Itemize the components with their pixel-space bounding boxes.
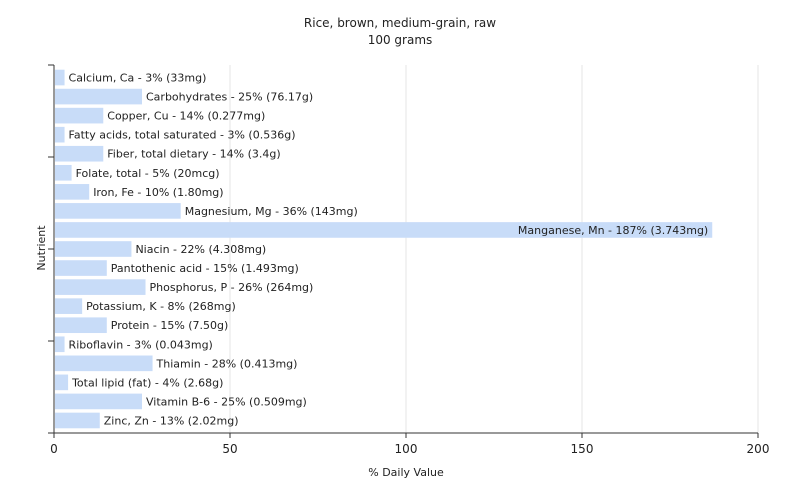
bar [55, 298, 83, 314]
bar-label: Potassium, K - 8% (268mg) [86, 300, 236, 313]
bar-label: Phosphorus, P - 26% (264mg) [150, 281, 314, 294]
bar [55, 184, 90, 200]
x-tick-label: 200 [747, 442, 770, 456]
bar-label: Thiamin - 28% (0.413mg) [156, 357, 298, 370]
bar [55, 336, 65, 353]
bar-label: Protein - 15% (7.50g) [111, 319, 229, 332]
bar [55, 222, 713, 238]
x-axis-label: % Daily Value [368, 466, 444, 479]
x-ticks: 0 50 100 150 200 [50, 433, 769, 456]
bar-label: Pantothenic acid - 15% (1.493mg) [111, 262, 299, 275]
bar [55, 412, 100, 429]
bar-label: Total lipid (fat) - 4% (2.68g) [71, 376, 223, 389]
bar-label: Calcium, Ca - 3% (33mg) [69, 72, 207, 85]
bar [55, 164, 72, 181]
chart-title: Rice, brown, medium-grain, raw [304, 16, 496, 30]
bar [55, 374, 69, 391]
bar-label: Riboflavin - 3% (0.043mg) [69, 338, 213, 351]
bar [55, 355, 153, 372]
bar [55, 393, 142, 410]
bar-label: Niacin - 22% (4.308mg) [135, 243, 266, 256]
x-tick-label: 50 [222, 442, 237, 456]
bar [55, 88, 142, 105]
bar-labels: Calcium, Ca - 3% (33mg) Carbohydrates - 2… [69, 72, 709, 428]
bar [55, 279, 146, 295]
x-tick-label: 150 [571, 442, 594, 456]
bar [55, 317, 107, 334]
bar-label: Carbohydrates - 25% (76.17g) [146, 91, 313, 104]
bar [55, 107, 104, 124]
bar-label: Copper, Cu - 14% (0.277mg) [107, 110, 265, 123]
grid-lines [229, 65, 759, 433]
bar-label: Manganese, Mn - 187% (3.743mg) [518, 224, 708, 237]
y-axis-label: Nutrient [35, 225, 48, 271]
bar-label: Zinc, Zn - 13% (2.02mg) [104, 414, 239, 427]
bar [55, 241, 132, 257]
bar [55, 260, 107, 276]
bar [55, 126, 65, 143]
bar-label: Vitamin B-6 - 25% (0.509mg) [146, 395, 307, 408]
bar-label: Iron, Fe - 10% (1.80mg) [93, 186, 223, 199]
x-tick-label: 100 [395, 442, 418, 456]
x-tick-label: 0 [50, 442, 58, 456]
bar [55, 69, 65, 86]
bars [55, 69, 713, 429]
bar-label: Magnesium, Mg - 36% (143mg) [185, 205, 358, 218]
bar-label: Fiber, total dietary - 14% (3.4g) [107, 148, 280, 161]
bar [55, 203, 181, 219]
bar-label: Fatty acids, total saturated - 3% (0.536… [69, 129, 296, 142]
bar [55, 145, 104, 162]
chart-subtitle: 100 grams [368, 33, 433, 47]
bar-label: Folate, total - 5% (20mcg) [76, 167, 220, 180]
